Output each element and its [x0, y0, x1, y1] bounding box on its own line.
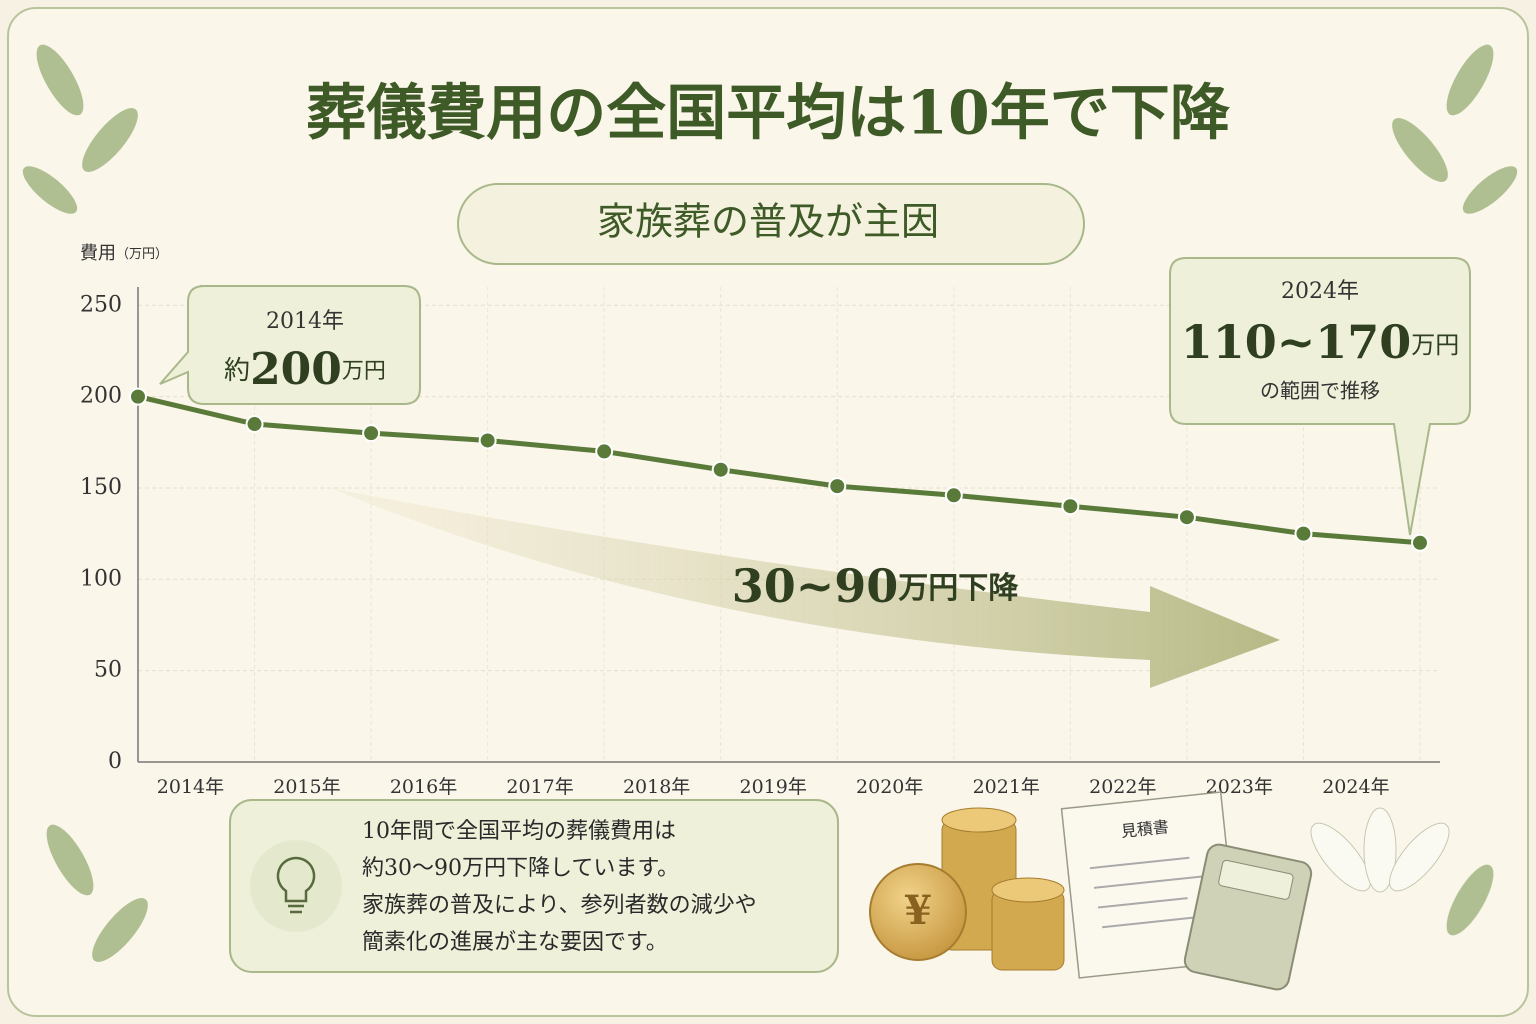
summary-text: 10年間で全国平均の葬儀費用は約30～90万円下降しています。家族葬の普及により… — [362, 819, 757, 955]
frame — [7, 7, 1529, 1017]
y-axis-label: 費用（万円） — [80, 243, 168, 264]
end-suffix: の範囲で推移 — [1260, 379, 1380, 403]
point — [1294, 524, 1313, 543]
y-tick-label: 150 — [80, 475, 122, 500]
y-tick-label: 0 — [108, 749, 122, 774]
end-callout — [1169, 257, 1471, 536]
end-value: 110~170万円 — [1181, 315, 1460, 369]
summary-box — [229, 799, 839, 973]
y-unit: （万円） — [116, 247, 168, 262]
start-callout — [159, 285, 421, 405]
summary-line: 10年間で全国平均の葬儀費用は — [362, 819, 676, 844]
lily — [1310, 807, 1450, 893]
subtitle-pill — [457, 183, 1085, 265]
y-tick-label: 200 — [80, 384, 122, 409]
series-line — [137, 394, 1421, 546]
point — [944, 486, 963, 505]
y-tick-label: 100 — [80, 566, 122, 591]
end-year: 2024年 — [1281, 279, 1359, 304]
point — [1061, 497, 1080, 516]
chart-title: 葬儀費用の全国平均は10年で下降 — [306, 79, 1230, 149]
summary-line: 家族葬の普及により、参列者数の減少や — [362, 893, 757, 918]
x-tick-label: 2020年 — [856, 776, 923, 798]
point — [478, 431, 497, 450]
bulb-icon — [276, 856, 316, 914]
x-tick-label: 2021年 — [973, 776, 1040, 798]
point — [595, 442, 614, 461]
trend-label: 30~90万円下降 — [732, 559, 1020, 613]
point — [1411, 533, 1429, 552]
bulb-bg — [250, 840, 342, 932]
y-tick-label: 250 — [80, 292, 122, 317]
x-tick-label: 2015年 — [273, 776, 340, 798]
y-tick-label: 50 — [94, 658, 122, 683]
x-tick-label: 2016年 — [390, 776, 457, 798]
trend-arrow — [330, 488, 1280, 688]
coin-symbol: ¥ — [904, 887, 932, 934]
calculator — [1183, 843, 1313, 991]
start-year: 2014年 — [266, 309, 344, 334]
point — [129, 387, 147, 406]
coins — [869, 807, 1065, 971]
start-prefix: 約 — [224, 356, 250, 386]
x-tick-label: 2018年 — [623, 776, 690, 798]
trend-amount: 30~90 — [732, 559, 899, 613]
point — [828, 477, 847, 496]
x-tick-label: 2023年 — [1206, 776, 1273, 798]
x-tick-label: 2022年 — [1089, 776, 1156, 798]
x-tick-label: 2014年 — [157, 776, 224, 798]
plot: 0 50 100 150 200 250 2014年 2015年 2016年 2017年 2018年… — [80, 287, 1440, 798]
chart-subtitle: 家族葬の普及が主因 — [597, 200, 939, 244]
leaves — [22, 44, 1518, 962]
end-unit: 万円 — [1411, 331, 1459, 359]
point — [245, 415, 264, 434]
trend-unit: 万円下降 — [898, 571, 1019, 606]
document-label: 見積書 — [1120, 817, 1170, 841]
summary-line: 約30～90万円下降しています。 — [362, 856, 679, 881]
point — [362, 424, 381, 443]
summary-line: 簡素化の進展が主な要因です。 — [362, 930, 668, 955]
start-value: 約200万円 — [224, 344, 386, 395]
end-amount: 110~170 — [1181, 315, 1412, 369]
y-label: 費用 — [80, 243, 116, 264]
x-tick-label: 2019年 — [739, 776, 806, 798]
start-unit: 万円 — [342, 359, 386, 384]
x-tick-label: 2017年 — [506, 776, 573, 798]
point — [711, 460, 730, 479]
point — [1177, 508, 1196, 527]
start-amount: 200 — [250, 344, 342, 395]
x-tick-label: 2024年 — [1322, 776, 1389, 798]
